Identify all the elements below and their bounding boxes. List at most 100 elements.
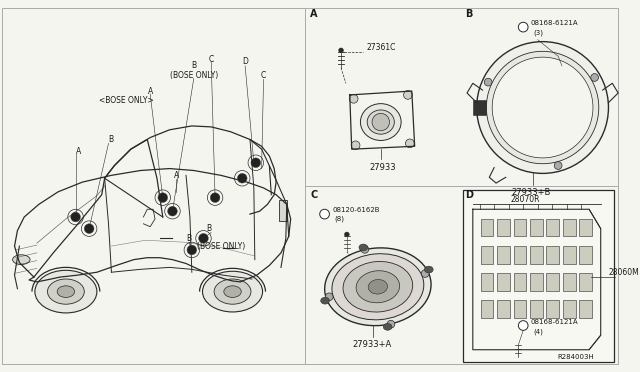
Bar [481, 273, 493, 291]
Circle shape [187, 245, 196, 255]
Bar [473, 100, 486, 115]
Circle shape [198, 234, 208, 243]
Ellipse shape [343, 262, 413, 312]
Text: <BOSE ONLY>: <BOSE ONLY> [99, 96, 154, 105]
Bar [279, 199, 287, 221]
Text: B: B [191, 61, 196, 70]
Text: A: A [148, 87, 153, 96]
Bar [579, 246, 592, 263]
Ellipse shape [214, 279, 251, 304]
Ellipse shape [368, 279, 388, 294]
Bar [563, 219, 575, 236]
Bar [497, 246, 509, 263]
Circle shape [168, 206, 177, 216]
Bar [481, 300, 493, 318]
Text: 08120-6162B: 08120-6162B [332, 207, 380, 213]
Ellipse shape [359, 244, 368, 251]
Ellipse shape [360, 104, 401, 141]
Circle shape [325, 293, 333, 301]
Bar [530, 219, 543, 236]
Text: D: D [242, 58, 248, 67]
Bar [530, 246, 543, 263]
Circle shape [591, 74, 598, 81]
Bar [497, 219, 509, 236]
Circle shape [339, 48, 344, 53]
Circle shape [484, 78, 492, 86]
Text: A: A [76, 147, 81, 155]
Circle shape [492, 57, 593, 158]
Text: 27933: 27933 [369, 164, 396, 173]
Bar [563, 246, 575, 263]
Circle shape [477, 42, 609, 173]
Text: B: B [465, 9, 472, 19]
Bar [547, 246, 559, 263]
Text: 27933+B: 27933+B [511, 188, 551, 197]
Circle shape [406, 139, 414, 148]
Text: 28060M: 28060M [609, 268, 639, 277]
Circle shape [361, 246, 369, 253]
Bar [481, 219, 493, 236]
Circle shape [349, 94, 358, 103]
Ellipse shape [321, 297, 330, 304]
Bar [513, 246, 526, 263]
Ellipse shape [57, 286, 75, 298]
Bar [497, 300, 509, 318]
Ellipse shape [424, 266, 433, 273]
Circle shape [372, 113, 390, 131]
Ellipse shape [356, 271, 399, 303]
Bar [547, 273, 559, 291]
Ellipse shape [367, 110, 394, 134]
Circle shape [71, 212, 81, 222]
Ellipse shape [13, 255, 30, 264]
Ellipse shape [332, 254, 424, 320]
Text: (4): (4) [533, 328, 543, 335]
Bar [497, 273, 509, 291]
Bar [579, 300, 592, 318]
Circle shape [404, 90, 412, 99]
Bar [563, 300, 575, 318]
Bar [579, 273, 592, 291]
Bar [530, 300, 543, 318]
Text: 28070R: 28070R [511, 195, 540, 203]
Ellipse shape [224, 286, 241, 298]
Circle shape [211, 193, 220, 202]
Bar [513, 273, 526, 291]
Bar [547, 219, 559, 236]
Text: B: B [323, 212, 326, 217]
Bar [530, 273, 543, 291]
Text: (8): (8) [334, 216, 344, 222]
Text: C: C [310, 190, 317, 200]
Text: C: C [261, 71, 266, 80]
Ellipse shape [324, 248, 431, 326]
Circle shape [351, 141, 360, 150]
Circle shape [518, 22, 528, 32]
Bar [513, 300, 526, 318]
Bar [579, 219, 592, 236]
Text: A: A [173, 171, 179, 180]
Text: S: S [521, 25, 525, 30]
Circle shape [320, 209, 330, 219]
Circle shape [158, 193, 168, 202]
Text: (BOSE ONLY): (BOSE ONLY) [170, 71, 218, 80]
Circle shape [518, 321, 528, 330]
Circle shape [486, 51, 599, 164]
Ellipse shape [383, 323, 392, 330]
Text: 27361C: 27361C [366, 44, 396, 52]
Bar [547, 300, 559, 318]
Text: 27933+A: 27933+A [353, 340, 392, 349]
Circle shape [387, 320, 395, 328]
Circle shape [554, 162, 562, 169]
Bar [463, 190, 614, 362]
Circle shape [344, 232, 349, 237]
Text: B: B [109, 135, 114, 144]
Text: B: B [186, 234, 191, 243]
Circle shape [251, 158, 260, 168]
Text: S: S [521, 323, 525, 328]
Text: A: A [310, 9, 317, 19]
Ellipse shape [202, 271, 262, 312]
Circle shape [237, 173, 247, 183]
Text: B: B [206, 224, 211, 233]
Text: C: C [209, 55, 214, 64]
Text: (3): (3) [533, 30, 543, 36]
Text: D: D [465, 190, 473, 200]
